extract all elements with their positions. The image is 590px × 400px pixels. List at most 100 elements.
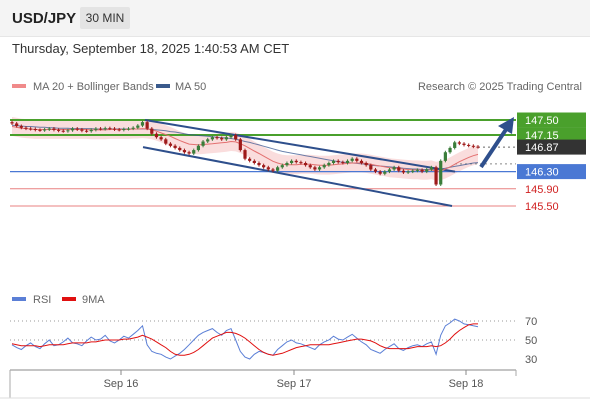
rsi-plot-area[interactable]: 70 50 30 [10, 316, 537, 366]
candle-body [70, 128, 75, 131]
candle-body [173, 145, 177, 148]
candle-body [345, 160, 350, 163]
candle-body [448, 147, 452, 153]
candle-body [210, 137, 214, 140]
candle-body [322, 165, 326, 168]
rsi-tick-30: 30 [525, 354, 537, 366]
candle-body [24, 127, 28, 129]
candle-body [136, 125, 140, 128]
instrument-symbol[interactable]: USD/JPY [12, 10, 77, 27]
candle-body [434, 167, 438, 185]
x-axis: Sep 16 Sep 17 Sep 18 [0, 369, 590, 399]
candle-body [224, 137, 228, 140]
ma50-legend-swatch [156, 84, 170, 88]
ma9-legend-swatch [62, 297, 76, 301]
price-level-label-3: 146.30 [525, 167, 559, 179]
price-level-tag-1 [517, 127, 586, 143]
candle-body [140, 122, 145, 126]
candle-body [327, 163, 331, 166]
price-level-tag-2 [517, 139, 586, 155]
candle-body [192, 150, 196, 154]
candle-body [392, 167, 396, 170]
candle-body [383, 171, 387, 174]
candle-body [145, 122, 149, 129]
candle-body [206, 139, 210, 142]
candle-body [341, 162, 345, 164]
candle-body [75, 128, 79, 130]
candle-body [33, 129, 37, 131]
candle-body [439, 160, 443, 185]
candle-body [406, 171, 410, 173]
candle-body [29, 128, 33, 130]
candle-body [248, 158, 252, 161]
candle-body [57, 129, 61, 131]
candle-body [98, 128, 103, 130]
candle-body [159, 137, 163, 140]
rsi-ma9-line [11, 323, 478, 356]
candle-body [457, 142, 461, 144]
candle-body [229, 135, 233, 138]
candle-body [476, 146, 480, 148]
candle-body [131, 127, 135, 129]
candle-body [182, 150, 187, 153]
candle-body [122, 129, 126, 131]
price-level-tag-0 [517, 112, 586, 128]
x-tick-label-2: Sep 18 [449, 378, 484, 390]
candle-body [425, 169, 429, 172]
candle-body [47, 128, 51, 130]
candle-body [462, 143, 466, 145]
candle-body [285, 163, 289, 166]
credit-text: Research © 2025 Trading Central [418, 81, 582, 93]
candle-body [10, 122, 14, 124]
ma20-legend-label: MA 20 + Bollinger Bands [33, 81, 154, 93]
candle-body [271, 169, 275, 171]
interval-button[interactable]: 30 MIN [80, 7, 130, 29]
candle-body [401, 170, 406, 173]
candle-body [108, 128, 112, 130]
price-level-tag-3 [517, 164, 586, 180]
projection-arrow-head [498, 117, 514, 134]
candle-body [168, 143, 173, 146]
candle-body [331, 160, 336, 163]
main-legend: MA 20 + Bollinger Bands MA 50 Research ©… [12, 81, 582, 93]
candle-body [378, 171, 382, 174]
chart-header: USD/JPY 30 MIN [0, 0, 590, 37]
rsi-tick-50: 50 [525, 335, 537, 347]
ma50-legend-label: MA 50 [175, 81, 206, 93]
candle-body [234, 135, 238, 140]
candle-body [126, 128, 131, 130]
candle-body [215, 137, 219, 139]
candle-body [359, 160, 364, 163]
candle-body [150, 128, 154, 134]
rsi-tick-70: 70 [525, 316, 537, 328]
candle-body [117, 129, 121, 131]
candle-body [262, 165, 266, 168]
candle-body [308, 165, 312, 168]
candle-body [411, 170, 415, 172]
candle-body [38, 129, 42, 131]
candle-body [43, 129, 47, 131]
candle-body [19, 126, 23, 128]
candle-body [103, 128, 107, 130]
candle-body [397, 167, 401, 171]
projection-arrow-shaft [479, 126, 509, 169]
channel-lower-line [142, 146, 453, 207]
candle-body [94, 128, 98, 130]
candle-body [220, 138, 224, 140]
candle-body [429, 167, 433, 170]
main-plot-area[interactable] [10, 117, 516, 207]
candle-body [280, 165, 284, 168]
candle-body [369, 165, 373, 170]
candle-body [350, 158, 354, 161]
candle-body [276, 167, 280, 171]
candle-body [453, 142, 457, 148]
price-level-label-4: 145.90 [525, 184, 559, 196]
price-level-label-1: 147.15 [525, 130, 559, 142]
candle-body [61, 130, 65, 132]
candle-body [420, 169, 424, 172]
candle-body [154, 133, 159, 138]
candle-body [415, 169, 420, 171]
candle-body [467, 144, 471, 146]
candle-body [66, 130, 70, 132]
